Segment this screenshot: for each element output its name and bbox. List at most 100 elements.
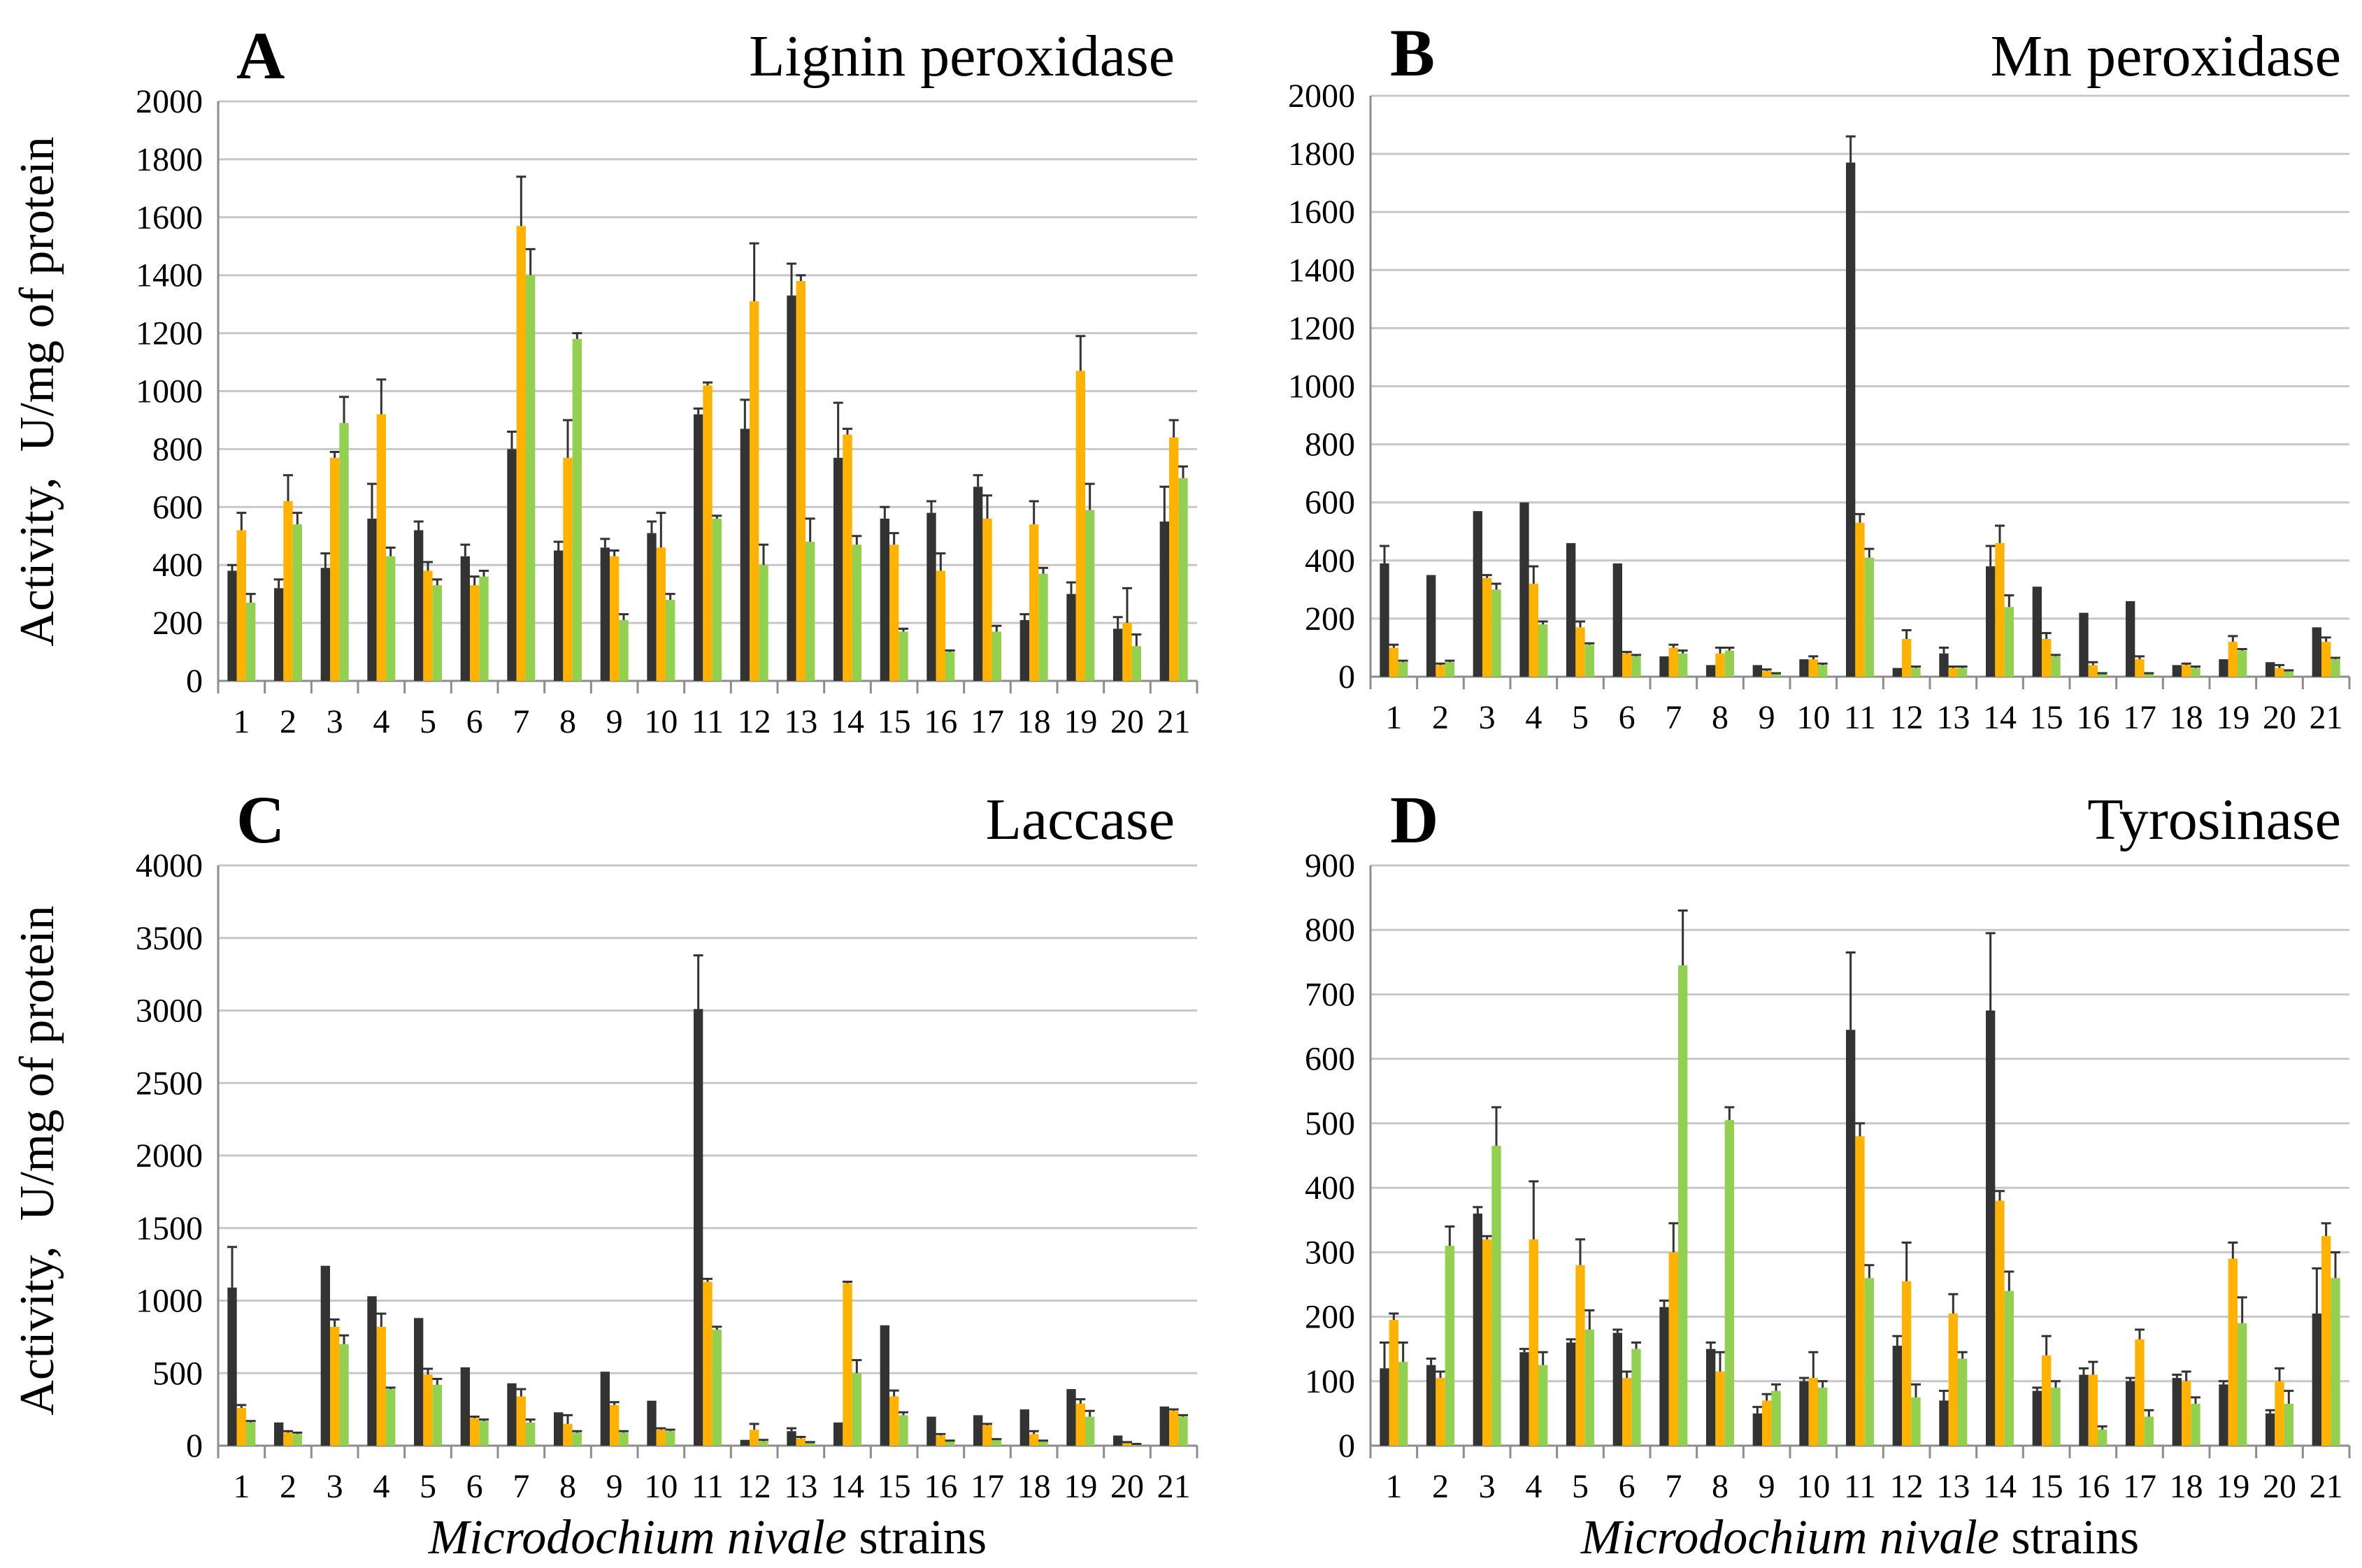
y-tick-label: 1600 — [136, 199, 203, 236]
bar-series2 — [1122, 1442, 1132, 1446]
error-bar-series3 — [2097, 672, 2107, 675]
bar-series1 — [1659, 1307, 1669, 1446]
bar-series3 — [666, 599, 675, 681]
bar-series3 — [1445, 662, 1454, 677]
error-bar-series1 — [1845, 951, 1856, 1030]
bar-series3 — [1818, 665, 1828, 677]
bar-series1 — [227, 570, 237, 681]
bar-series3 — [1538, 1365, 1548, 1446]
error-bar-series3 — [1445, 659, 1455, 663]
bar-series2 — [2321, 1236, 2331, 1446]
bar-series1 — [2172, 1378, 2182, 1446]
y-axis-label-left: Activity, — [10, 477, 64, 646]
bar-series3 — [2098, 1429, 2107, 1446]
error-bar-series2 — [1436, 662, 1445, 666]
error-bar-series2 — [2135, 655, 2145, 660]
error-bar-series3 — [1038, 566, 1048, 574]
error-bar-series3 — [1911, 665, 1921, 668]
bar-series2 — [1436, 1378, 1445, 1446]
bar-series1 — [1612, 563, 1622, 677]
bar-series3 — [2051, 1388, 2061, 1446]
x-tick-label: 12 — [1890, 699, 1924, 736]
y-tick-label: 1800 — [136, 141, 203, 178]
error-bar-series2 — [2321, 636, 2331, 642]
y-tick-label: 800 — [152, 431, 203, 468]
bar-series2 — [1529, 1239, 1538, 1446]
error-bar-series2 — [1948, 665, 1959, 668]
y-tick-label: 4000 — [136, 847, 203, 884]
x-tick-label: 7 — [513, 1468, 529, 1505]
error-bar-series3 — [385, 1386, 396, 1390]
bar-series3 — [1491, 589, 1501, 677]
error-bar-series3 — [1491, 1106, 1501, 1146]
error-bar-series3 — [992, 1438, 1002, 1441]
bar-series1 — [1986, 1010, 1996, 1446]
bar-series2 — [1948, 668, 1958, 677]
error-bar-series1 — [2079, 1367, 2089, 1375]
bar-series3 — [1771, 673, 1781, 677]
bar-series2 — [1715, 1371, 1725, 1446]
bar-series2 — [516, 226, 526, 681]
bar-series1 — [1799, 659, 1809, 677]
bar-series1 — [507, 449, 517, 681]
error-bar-series1 — [600, 538, 610, 548]
bar-series2 — [1169, 437, 1179, 681]
bar-series1 — [600, 547, 610, 681]
bar-series3 — [386, 1389, 396, 1446]
error-bar-series1 — [1845, 135, 1856, 163]
error-bar-series3 — [2331, 1251, 2340, 1279]
error-bar-series1 — [740, 398, 750, 429]
bar-series1 — [1846, 162, 1856, 677]
x-tick-label: 14 — [1983, 699, 2017, 736]
error-bar-series2 — [1761, 1393, 1772, 1401]
y-tick-label: 2000 — [136, 83, 203, 120]
bar-series2 — [982, 1425, 992, 1446]
bar-series2 — [1075, 371, 1085, 681]
error-bar-series2 — [1075, 1398, 1086, 1404]
bar-series3 — [666, 1431, 675, 1446]
bar-series2 — [423, 570, 433, 681]
error-bar-series3 — [245, 1420, 256, 1423]
error-bar-series1 — [926, 500, 936, 513]
error-bar-series1 — [367, 482, 377, 519]
bar-series2 — [1622, 653, 1632, 677]
x-tick-label: 3 — [327, 703, 343, 740]
error-bar-series1 — [2265, 1409, 2275, 1414]
error-bar-series3 — [759, 1439, 768, 1441]
x-tick-label: 14 — [831, 703, 864, 740]
x-tick-label: 13 — [1936, 1468, 1970, 1505]
error-bar-series3 — [1178, 1414, 1188, 1417]
bar-series3 — [339, 1344, 349, 1446]
error-bar-series1 — [1519, 1348, 1529, 1353]
bar-series3 — [1178, 1416, 1188, 1446]
bar-series1 — [1752, 665, 1762, 677]
error-bar-series3 — [665, 1428, 675, 1432]
bar-series1 — [1892, 668, 1902, 677]
x-tick-label: 13 — [784, 703, 817, 740]
bar-series1 — [1986, 566, 1996, 677]
error-bar-series1 — [787, 1427, 796, 1432]
y-tick-label: 400 — [1305, 542, 1355, 580]
bar-series2 — [1075, 1403, 1085, 1446]
y-tick-label: 0 — [1338, 659, 1355, 696]
x-tick-label: 15 — [878, 1468, 911, 1505]
x-tick-label: 2 — [1432, 699, 1449, 736]
error-bar-series3 — [2051, 654, 2061, 656]
error-bar-series2 — [1389, 643, 1399, 648]
error-bar-series3 — [665, 593, 675, 600]
bar-series1 — [1566, 542, 1576, 677]
x-tick-label: 7 — [513, 703, 529, 740]
x-tick-label: 11 — [1844, 699, 1876, 736]
bar-series3 — [945, 652, 955, 681]
bar-series1 — [414, 530, 424, 681]
x-tick-label: 3 — [327, 1468, 343, 1505]
bar-series3 — [479, 1420, 489, 1446]
bar-series3 — [1538, 624, 1548, 677]
bar-series2 — [1715, 653, 1725, 677]
bar-series2 — [1575, 627, 1585, 677]
error-bar-series2 — [236, 512, 247, 531]
bar-series2 — [1902, 1281, 1912, 1446]
bar-series3 — [2331, 1278, 2340, 1446]
panel-letter: D — [1390, 782, 1438, 857]
error-bar-series3 — [2284, 1390, 2294, 1404]
